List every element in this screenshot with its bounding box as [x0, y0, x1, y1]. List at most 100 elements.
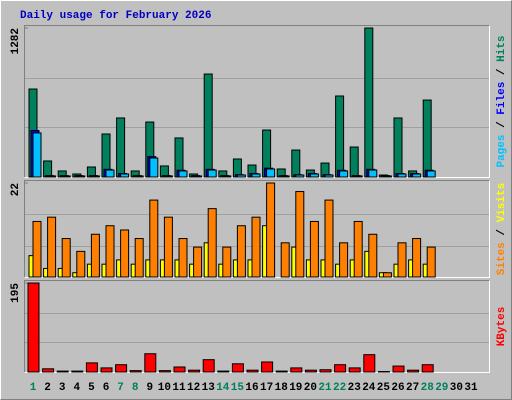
bar [397, 173, 407, 178]
x-tick-label: 7 [117, 382, 124, 394]
legend-entry: Sites [496, 242, 508, 275]
x-tick-label: 11 [172, 382, 186, 394]
x-tick-label: 19 [289, 382, 302, 394]
bar [134, 238, 144, 278]
bar [120, 229, 130, 278]
bar [76, 175, 86, 178]
bar [363, 354, 376, 373]
bar [42, 368, 55, 373]
bar [188, 369, 201, 373]
bar [407, 369, 420, 373]
bar [280, 242, 290, 278]
bar [382, 175, 392, 178]
bar [295, 191, 305, 278]
plot-area [24, 280, 490, 373]
bar [335, 95, 345, 178]
legend-separator: / [496, 62, 508, 82]
x-tick-label: 13 [202, 382, 216, 394]
bar [349, 146, 359, 178]
x-tick-label: 17 [260, 382, 273, 394]
x-tick-label: 16 [245, 382, 258, 394]
bar [173, 366, 186, 373]
bar [392, 365, 405, 373]
bar [348, 367, 361, 373]
x-tick-label: 25 [377, 382, 391, 394]
bar [207, 208, 217, 278]
bar [47, 175, 57, 178]
bar [120, 173, 130, 178]
bar [236, 174, 246, 178]
bar [32, 132, 42, 178]
legend-entry: Files [496, 82, 508, 115]
chart-title: Daily usage for February 2026 [20, 10, 211, 22]
x-tick-label: 14 [216, 382, 230, 394]
bar [412, 173, 422, 178]
bar [426, 246, 436, 278]
bar [397, 242, 407, 278]
bar [324, 174, 334, 178]
x-tick-label: 20 [304, 382, 317, 394]
bar [295, 174, 305, 178]
bar [85, 362, 98, 373]
bar [203, 73, 213, 178]
legend-entry: KBytes [496, 307, 508, 347]
bar [202, 359, 215, 373]
x-tick-label: 31 [464, 382, 478, 394]
x-tick-label: 23 [348, 382, 362, 394]
bar [27, 282, 40, 373]
bar [149, 199, 159, 278]
bar [334, 364, 347, 373]
legend-entry: Visits [496, 183, 508, 223]
bar [364, 27, 374, 178]
bar [193, 175, 203, 178]
bar [393, 117, 403, 178]
bar [61, 238, 71, 278]
bar [158, 370, 171, 373]
legend-entry: Hits [496, 35, 508, 61]
legend-separator: / [496, 115, 508, 135]
bar [353, 220, 363, 278]
bar [339, 170, 349, 178]
bar [116, 117, 126, 178]
bar [134, 175, 144, 178]
bar [56, 370, 69, 373]
bar [309, 220, 319, 278]
bar [236, 225, 246, 278]
x-tick-label: 5 [88, 382, 95, 394]
bar [275, 370, 288, 373]
y-tick-label: 1282 [10, 28, 22, 54]
bar [231, 363, 244, 373]
bar [368, 169, 378, 178]
bar [261, 361, 274, 373]
x-tick-label: 27 [406, 382, 419, 394]
x-tick-label: 18 [275, 382, 289, 394]
plot-border-dark [24, 180, 490, 278]
bar [61, 175, 71, 178]
legend: Pages / Files / Hits [496, 35, 508, 167]
bar [193, 246, 203, 278]
bar [105, 225, 115, 278]
bar [290, 367, 303, 373]
bar [222, 246, 232, 278]
x-tick-label: 29 [435, 382, 448, 394]
bar [129, 370, 142, 373]
bar [222, 175, 232, 178]
bar [266, 168, 276, 178]
bar [422, 99, 432, 178]
bar [105, 169, 115, 178]
bar [90, 233, 100, 278]
y-tick-label: 195 [10, 283, 22, 303]
bar [76, 250, 86, 278]
x-tick-label: 10 [158, 382, 171, 394]
bar [309, 173, 319, 178]
plot-border-dark [24, 280, 490, 373]
legend-entry: Pages [496, 135, 508, 168]
bar [178, 170, 188, 178]
legend: Sites / Visits [496, 183, 508, 275]
bar [71, 370, 84, 373]
x-tick-label: 28 [421, 382, 435, 394]
bar [426, 170, 436, 178]
bar [207, 169, 217, 178]
